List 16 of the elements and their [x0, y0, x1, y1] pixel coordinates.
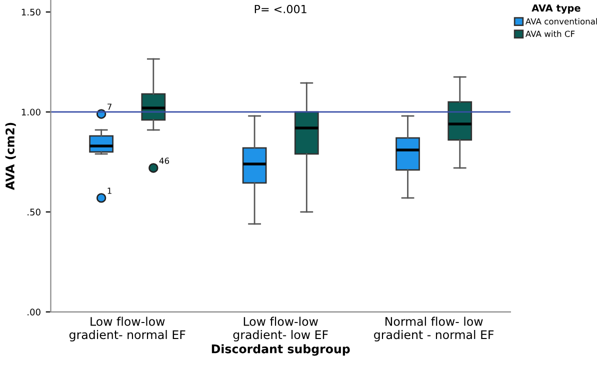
x-axis-title: Discordant subgroup [212, 344, 350, 356]
legend-label: AVA conventional [526, 18, 597, 25]
annotation: 1 [108, 188, 112, 194]
x-tick-label: Low flow-low gradient- low EF [233, 316, 328, 342]
annotation: 46 [159, 158, 170, 164]
x-tick-label: Low flow-low gradient- normal EF [69, 316, 186, 342]
y-tick-label: .00 [28, 308, 40, 316]
y-axis-title: AVA (cm2) [5, 122, 16, 190]
y-tick-label: .50 [28, 208, 40, 216]
annotation: 7 [108, 104, 112, 110]
legend-label: AVA with CF [526, 30, 575, 38]
y-tick-label: 1.50 [22, 8, 40, 16]
legend-title: AVA type [532, 4, 580, 14]
x-tick-label: Normal flow- low gradient - normal EF [374, 316, 494, 342]
y-tick-label: 1.00 [22, 108, 40, 116]
annotation: P= <.001 [254, 4, 306, 14]
